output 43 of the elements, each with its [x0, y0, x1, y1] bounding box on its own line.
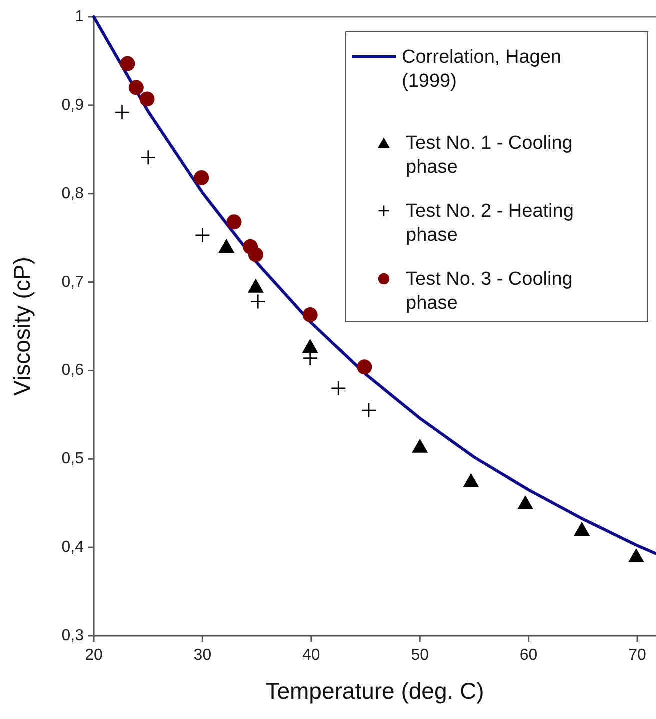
point: [140, 92, 155, 107]
point: [128, 80, 144, 96]
x-tick-label: 50: [411, 647, 430, 664]
x-tick-label: 60: [520, 647, 538, 664]
point: [302, 308, 318, 323]
point: [248, 278, 264, 293]
legend-label: Test No. 2 - Heating phase: [406, 200, 574, 246]
y-tick-label: 0,3: [62, 628, 84, 644]
point: [248, 247, 264, 262]
point: [412, 438, 428, 453]
point: [120, 56, 136, 72]
y-tick-label: 0,9: [62, 96, 84, 114]
point: [463, 473, 480, 488]
y-tick-label: 1: [75, 8, 84, 26]
legend-label: Test No. 3 - Cooling phase: [406, 268, 573, 314]
point: [140, 150, 156, 166]
y-tick-label: 0,4: [62, 539, 84, 556]
point: [574, 522, 590, 536]
point: [361, 402, 377, 418]
point: [250, 294, 266, 310]
legend-label: Correlation, Hagen (1999): [402, 46, 562, 92]
point: [302, 338, 318, 353]
point: [330, 380, 346, 396]
x-axis-title: Temperature (deg. C): [266, 678, 484, 704]
point: [518, 495, 534, 510]
x-tick-label: 20: [85, 647, 103, 664]
point: [628, 548, 644, 563]
point: [357, 360, 372, 375]
y-axis-title: Viscosity (cP): [9, 257, 35, 396]
y-tick-label: 0,5: [62, 450, 84, 468]
y-tick-label: 0,7: [62, 274, 84, 291]
point: [114, 104, 130, 120]
point: [226, 214, 242, 230]
x-tick-label: 30: [194, 647, 212, 664]
legend-label: Test No. 1 - Cooling phase: [406, 132, 573, 178]
point: [218, 239, 235, 254]
point: [194, 170, 210, 186]
x-tick-label: 70: [628, 647, 647, 664]
y-tick-label: 0,6: [62, 362, 84, 380]
x-tick-label: 40: [302, 647, 320, 664]
point: [195, 228, 210, 244]
y-tick-label: 0,8: [62, 185, 84, 202]
line-series: [92, 16, 656, 556]
